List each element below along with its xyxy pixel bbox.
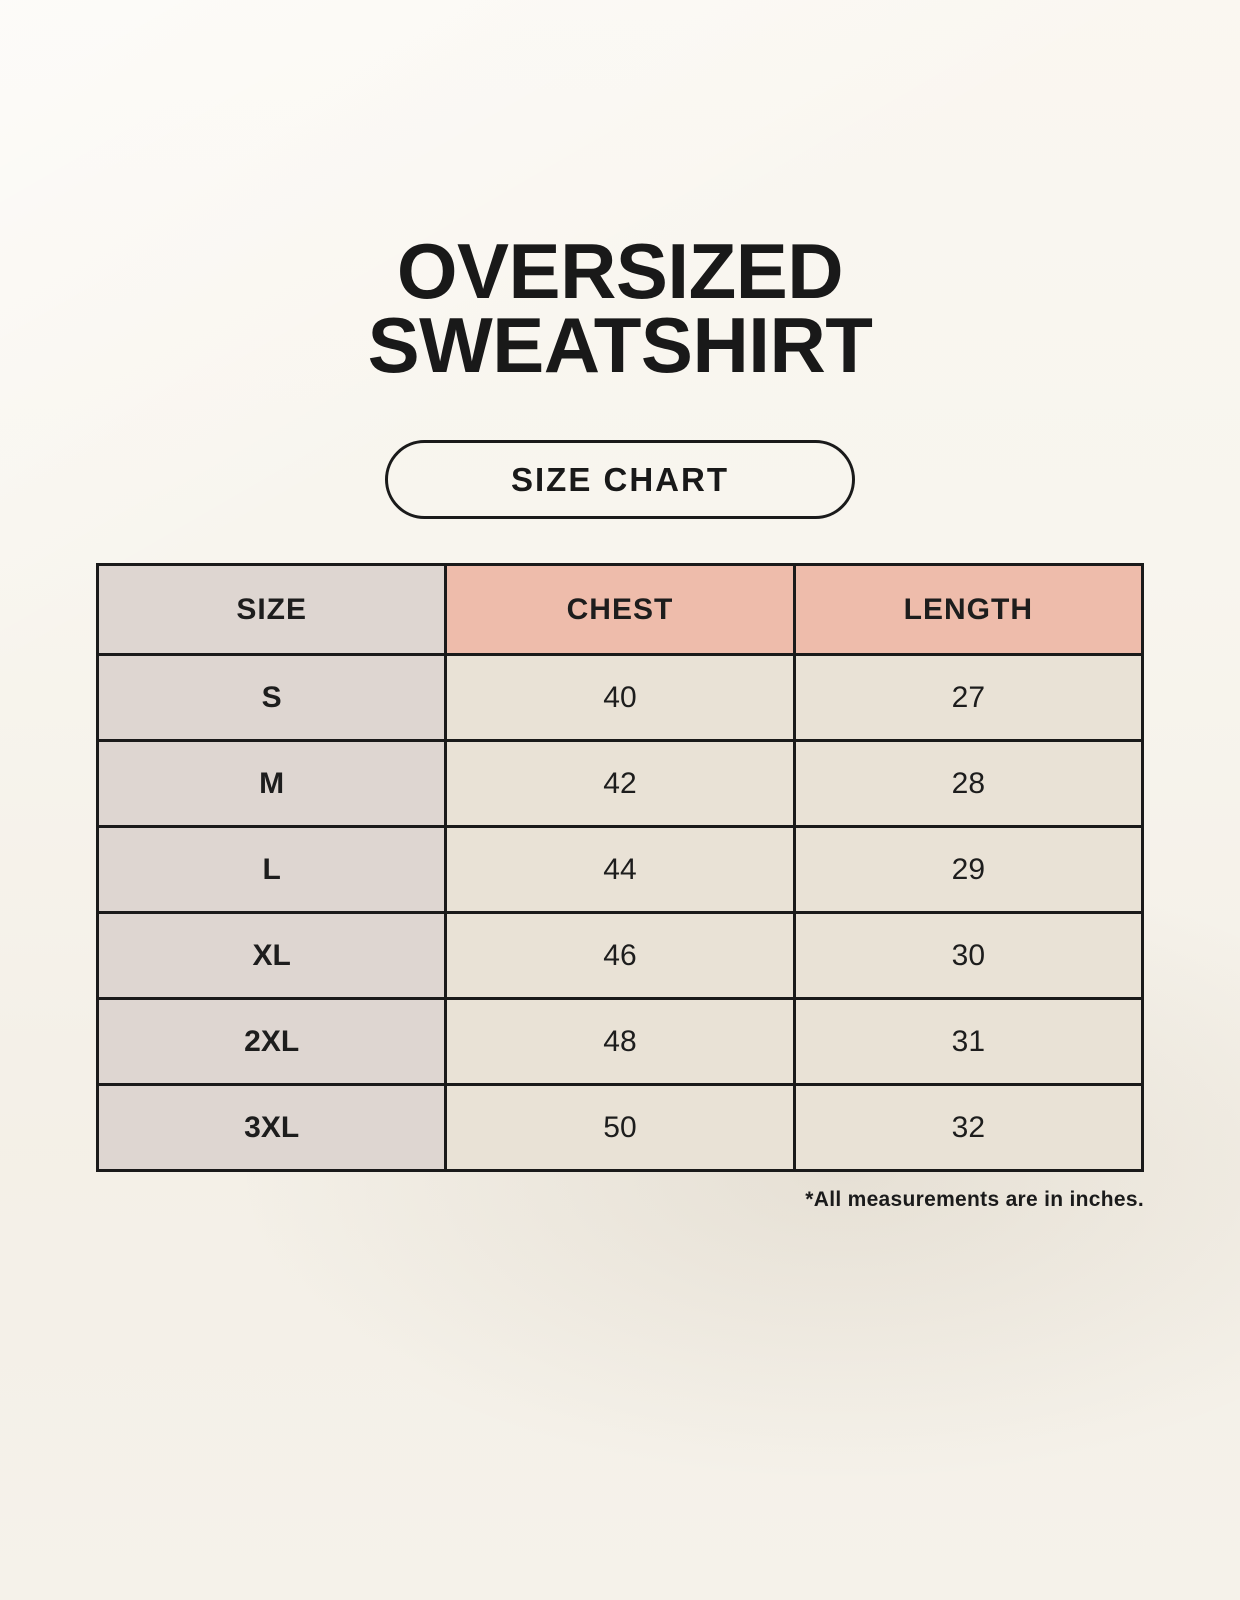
size-cell: 2XL xyxy=(95,997,448,1087)
length-cell: 32 xyxy=(792,1083,1145,1173)
size-cell: S xyxy=(95,653,448,743)
size-cell: 3XL xyxy=(95,1083,448,1173)
length-cell: 28 xyxy=(792,739,1145,829)
page-title-line-2: SWEATSHIRT xyxy=(367,301,873,390)
size-cell: M xyxy=(95,739,448,829)
chest-cell: 42 xyxy=(444,739,796,829)
size-chart-badge: SIZE CHART xyxy=(385,440,855,520)
chest-cell: 48 xyxy=(444,997,796,1087)
column-header-size: SIZE xyxy=(95,563,448,657)
size-cell: XL xyxy=(95,911,448,1001)
size-chart-badge-label: SIZE CHART xyxy=(511,460,729,498)
size-row-m: M 42 28 xyxy=(95,739,1145,829)
length-cell: 29 xyxy=(792,825,1145,915)
chest-cell: 44 xyxy=(444,825,796,915)
chest-cell: 40 xyxy=(444,653,796,743)
page-title: OVERSIZED SWEATSHIRT xyxy=(368,232,873,384)
measurement-note: *All measurements are in inches. xyxy=(805,1188,1144,1212)
size-row-3xl: 3XL 50 32 xyxy=(95,1083,1145,1173)
size-row-2xl: 2XL 48 31 xyxy=(95,997,1145,1087)
size-row-s: S 40 27 xyxy=(95,653,1145,743)
size-table-header-row: SIZE CHEST LENGTH xyxy=(95,563,1145,657)
chest-cell: 46 xyxy=(444,911,796,1001)
length-cell: 30 xyxy=(792,911,1145,1001)
length-cell: 31 xyxy=(792,997,1145,1087)
size-table: SIZE CHEST LENGTH S 40 27 M 42 28 L 44 2… xyxy=(95,563,1145,1173)
size-row-xl: XL 46 30 xyxy=(95,911,1145,1001)
column-header-length: LENGTH xyxy=(792,563,1145,657)
chest-cell: 50 xyxy=(444,1083,796,1173)
size-row-l: L 44 29 xyxy=(95,825,1145,915)
size-cell: L xyxy=(95,825,448,915)
column-header-chest: CHEST xyxy=(444,563,796,657)
page-title-line-1: OVERSIZED xyxy=(396,227,844,315)
length-cell: 27 xyxy=(792,653,1145,743)
